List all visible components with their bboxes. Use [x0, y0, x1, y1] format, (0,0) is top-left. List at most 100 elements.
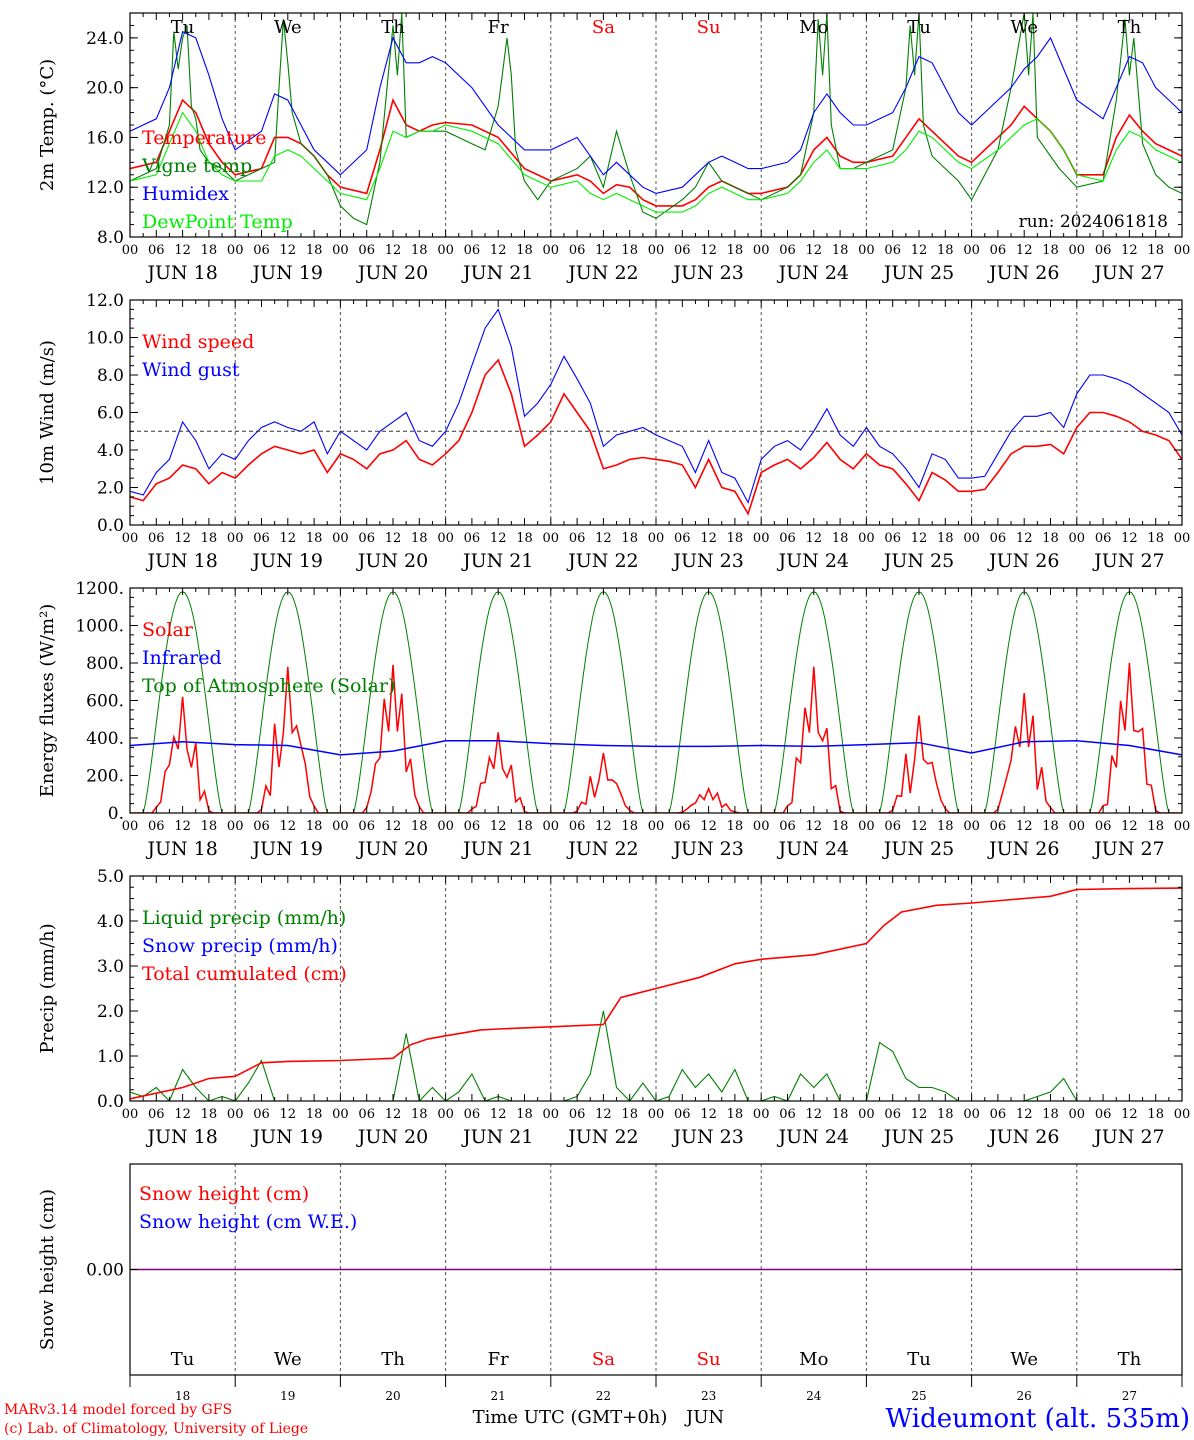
legend-entry: Humidex — [142, 183, 229, 205]
date-label: JUN 18 — [145, 1126, 217, 1148]
precip-panel: 0.0 1.0 2.0 3.0 4.0 5.0 Precip (mm/h) 00 06 12 18 0… — [37, 867, 1190, 1148]
hour-tick-label: 18 — [1147, 243, 1164, 258]
hour-tick-label: 00 — [437, 1107, 454, 1122]
hour-tick-label: 18 — [1042, 243, 1059, 258]
day-name-top: Mo — [799, 17, 828, 38]
legend-entry: Wind speed — [142, 331, 254, 353]
hour-tick-label: 06 — [884, 531, 901, 546]
hour-tick-label: 12 — [385, 1107, 402, 1122]
date-label: JUN 23 — [671, 838, 743, 860]
day-name-label: Tu — [907, 1349, 931, 1370]
hour-tick-label: 00 — [963, 819, 980, 834]
hour-tick-label: 18 — [1147, 531, 1164, 546]
hour-tick-label: 06 — [779, 243, 796, 258]
hour-tick-label: 18 — [1042, 531, 1059, 546]
date-label: JUN 21 — [461, 838, 533, 860]
hour-tick-label: 18 — [937, 1107, 954, 1122]
hour-tick-label: 00 — [858, 243, 875, 258]
hour-tick-label: 00 — [963, 243, 980, 258]
hour-tick-label: 12 — [700, 819, 717, 834]
dewpoint-templine — [130, 111, 1182, 213]
hour-tick-label: 12 — [174, 819, 191, 834]
hour-tick-label: 00 — [227, 1107, 244, 1122]
toa-solar-line — [130, 591, 1182, 813]
hour-tick-label: 18 — [621, 531, 638, 546]
hour-tick-label: 00 — [1174, 243, 1191, 258]
hour-tick-label: 06 — [674, 531, 691, 546]
wind-gustline — [130, 308, 1182, 504]
total-cumulated-cm-line — [130, 887, 1182, 1100]
hour-tick-label: 18 — [306, 531, 323, 546]
hour-tick-label: 18 — [516, 531, 533, 546]
hour-tick-label: 12 — [490, 531, 507, 546]
y-tick-label: 0. — [108, 804, 124, 824]
hour-tick-label: 06 — [253, 819, 270, 834]
legend-entry: Snow height (cm W.E.) — [139, 1211, 357, 1233]
legend-entry: DewPoint Temp — [142, 211, 293, 233]
day-name-label: Fr — [488, 1349, 509, 1370]
hour-tick-label: 06 — [358, 243, 375, 258]
day-name-label: Sa — [592, 1349, 615, 1370]
day-name-label: We — [274, 1349, 302, 1370]
day-name-label: We — [1010, 1349, 1038, 1370]
day-number-label: 20 — [385, 1389, 400, 1403]
hour-tick-label: 06 — [1095, 243, 1112, 258]
run-label: run: 2024061818 — [1019, 212, 1168, 232]
date-label: JUN 21 — [461, 262, 533, 284]
y-tick-label: 20.0 — [86, 79, 124, 99]
hour-tick-label: 18 — [727, 531, 744, 546]
infrared-line — [130, 740, 1182, 756]
hour-tick-label: 12 — [806, 1107, 823, 1122]
hour-tick-label: 06 — [569, 819, 586, 834]
hour-tick-label: 12 — [806, 819, 823, 834]
hour-tick-label: 00 — [858, 531, 875, 546]
hour-tick-label: 00 — [648, 243, 665, 258]
hour-tick-label: 06 — [990, 243, 1007, 258]
hour-tick-label: 00 — [227, 531, 244, 546]
hour-tick-label: 00 — [1174, 1107, 1191, 1122]
date-label: JUN 27 — [1092, 550, 1164, 572]
legend-entry: Vigne temp — [141, 155, 252, 177]
hour-tick-label: 00 — [648, 1107, 665, 1122]
hour-tick-label: 06 — [884, 243, 901, 258]
hour-tick-label: 18 — [727, 819, 744, 834]
legend-entry: Snow height (cm) — [139, 1183, 309, 1205]
date-label: JUN 20 — [356, 1126, 428, 1148]
hour-tick-label: 12 — [595, 1107, 612, 1122]
hour-tick-label: 12 — [280, 531, 297, 546]
hour-tick-label: 12 — [1121, 1107, 1138, 1122]
legend-entry: Snow precip (mm/h) — [142, 935, 338, 957]
hour-tick-label: 00 — [437, 819, 454, 834]
hour-tick-label: 06 — [779, 1107, 796, 1122]
date-label: JUN 26 — [987, 838, 1059, 860]
y-axis-label: Energy fluxes (W/m²) — [37, 604, 58, 798]
hour-tick-label: 06 — [253, 1107, 270, 1122]
hour-tick-label: 18 — [411, 243, 428, 258]
hour-tick-label: 00 — [858, 819, 875, 834]
legend-entry: Infrared — [142, 647, 222, 669]
hour-tick-label: 00 — [332, 1107, 349, 1122]
hour-tick-label: 12 — [595, 243, 612, 258]
hour-tick-label: 06 — [884, 1107, 901, 1122]
hour-tick-label: 18 — [201, 819, 218, 834]
day-name-top: We — [274, 17, 302, 38]
hour-tick-label: 12 — [595, 819, 612, 834]
hour-tick-label: 06 — [674, 819, 691, 834]
hour-tick-label: 18 — [832, 243, 849, 258]
y-tick-label: 24.0 — [86, 29, 124, 49]
hour-tick-label: 18 — [516, 243, 533, 258]
hour-tick-label: 00 — [437, 243, 454, 258]
hour-tick-label: 12 — [174, 1107, 191, 1122]
hour-tick-label: 18 — [411, 531, 428, 546]
date-label: JUN 25 — [882, 838, 954, 860]
hour-tick-label: 12 — [595, 531, 612, 546]
series-group — [130, 887, 1182, 1101]
hour-tick-label: 12 — [1016, 243, 1033, 258]
wind-speedline — [130, 358, 1182, 516]
hour-tick-label: 18 — [1042, 1107, 1059, 1122]
hour-tick-label: 00 — [332, 531, 349, 546]
hour-tick-label: 06 — [464, 243, 481, 258]
hour-tick-label: 00 — [1069, 1107, 1086, 1122]
wind-panel: 0.0 2.0 4.0 6.0 8.0 10.0 12.0 10m Wind (m/s) 00 0… — [37, 291, 1190, 572]
